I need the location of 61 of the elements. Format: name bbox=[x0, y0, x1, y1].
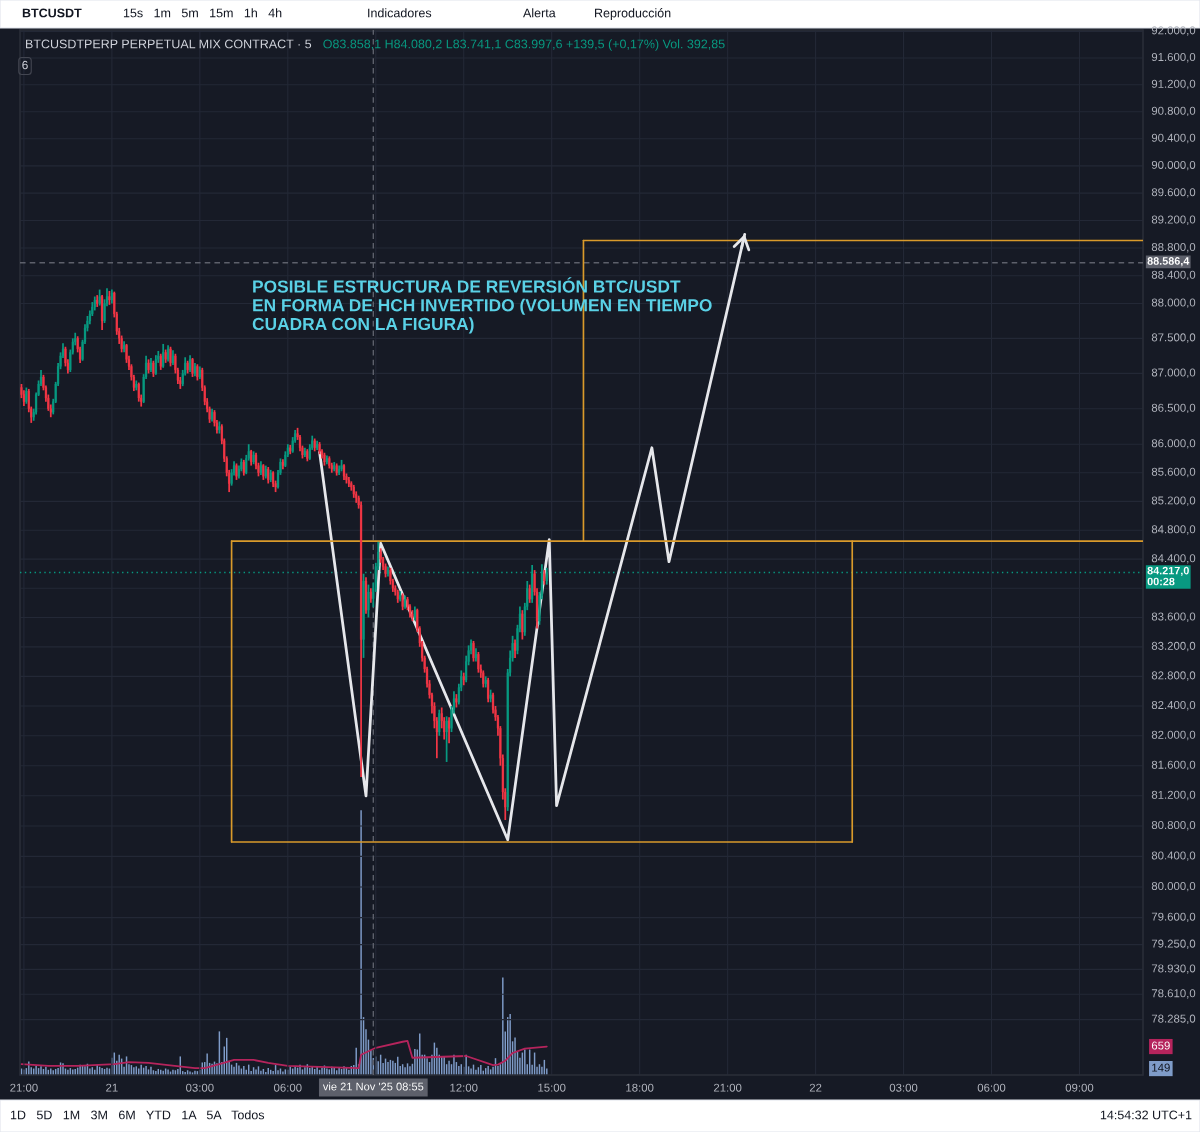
ref-line-label: vie 21 Nov '25 08:55 bbox=[322, 1082, 424, 1091]
x-tick-label: 06:00 bbox=[274, 1083, 302, 1092]
text: O83.858,1 H84.080,2 L83.741,1 C83.997,6 +139,5 (+0,17%) Vol. 392,85 bbox=[323, 39, 725, 51]
y-tick-label: 82.800,0 bbox=[1151, 671, 1196, 681]
x-tick-label: 18:00 bbox=[626, 1083, 654, 1092]
annotation: 6 bbox=[22, 60, 28, 70]
x-tick-label: 06:00 bbox=[977, 1083, 1006, 1092]
text: BTCUSDT bbox=[22, 8, 82, 18]
y-tick-label: 85.600,0 bbox=[1151, 467, 1196, 478]
text: Indicadores bbox=[368, 8, 432, 18]
y-tick-label: 86.000,0 bbox=[1151, 439, 1196, 449]
y-tick-label: 88.400,0 bbox=[1151, 270, 1196, 281]
y-tick-label: 81.200,0 bbox=[1151, 790, 1196, 801]
y-tick-label: 79.250,0 bbox=[1151, 939, 1196, 950]
x-tick-label: 12:00 bbox=[450, 1083, 478, 1092]
x-tick-label: 09:00 bbox=[1065, 1083, 1094, 1092]
y-tick-label: 80.400,0 bbox=[1151, 851, 1196, 861]
y-tick-label: 92.000,0 bbox=[1151, 26, 1196, 36]
text: 14:54:32 UTC+1 bbox=[1100, 1110, 1192, 1120]
ref-line-label: 84.217,0 00:28 bbox=[1147, 566, 1189, 586]
x-tick-label: 22 bbox=[809, 1083, 822, 1092]
y2-tick-label: 149 bbox=[1152, 1063, 1170, 1072]
x-tick-label: 15:00 bbox=[538, 1083, 566, 1092]
y-tick-label: 78.930,0 bbox=[1151, 964, 1196, 974]
y-tick-label: 90.800,0 bbox=[1151, 106, 1196, 117]
y-tick-label: 83.200,0 bbox=[1151, 641, 1196, 652]
y-tick-label: 85.200,0 bbox=[1151, 496, 1196, 506]
y-tick-label: 90.400,0 bbox=[1151, 133, 1196, 144]
text: 1D 5D 1M 3M 6M YTD 1A 5A Todos bbox=[10, 1110, 265, 1120]
x-tick-label: 21:00 bbox=[10, 1083, 38, 1092]
y-tick-label: 87.000,0 bbox=[1151, 368, 1196, 378]
x-tick-label: 03:00 bbox=[186, 1083, 214, 1092]
text: Alerta bbox=[523, 8, 556, 18]
text: Reproducción bbox=[595, 8, 671, 20]
x-tick-label: 21 bbox=[106, 1083, 118, 1092]
y-tick-label: 79.600,0 bbox=[1151, 912, 1196, 923]
y-tick-label: 89.600,0 bbox=[1151, 188, 1196, 198]
text: 15s 1m 5m 15m 1h 4h bbox=[123, 8, 282, 18]
y-tick-label: 81.600,0 bbox=[1151, 760, 1196, 771]
y-tick-label: 80.800,0 bbox=[1151, 821, 1196, 831]
y-tick-label: 86.500,0 bbox=[1151, 403, 1196, 414]
y-tick-label: 91.600,0 bbox=[1151, 53, 1196, 63]
text: BTCUSDTPERP PERPETUAL MIX CONTRACT · 5 bbox=[26, 39, 312, 49]
y-tick-label: 78.285,0 bbox=[1151, 1014, 1196, 1025]
y-tick-label: 82.000,0 bbox=[1151, 730, 1196, 741]
y-tick-label: 89.200,0 bbox=[1151, 215, 1196, 225]
y-tick-label: 91.200,0 bbox=[1151, 79, 1196, 90]
y-tick-label: 88.000,0 bbox=[1151, 298, 1196, 308]
y-tick-label: 84.400,0 bbox=[1151, 554, 1196, 564]
y2-tick-label: 659 bbox=[1151, 1041, 1170, 1050]
x-tick-label: 03:00 bbox=[889, 1083, 918, 1092]
y-tick-label: 90.000,0 bbox=[1151, 160, 1196, 171]
y-tick-label: 88.800,0 bbox=[1151, 243, 1196, 253]
x-tick-label: 21:00 bbox=[713, 1083, 742, 1092]
y-tick-label: 82.400,0 bbox=[1151, 700, 1196, 711]
ref-line-label: 88.586,4 bbox=[1147, 257, 1190, 267]
y-tick-label: 84.800,0 bbox=[1151, 525, 1196, 535]
y-tick-label: 83.600,0 bbox=[1151, 612, 1196, 622]
y-tick-label: 80.000,0 bbox=[1151, 881, 1196, 892]
y-tick-label: 78.610,0 bbox=[1151, 989, 1196, 999]
y-tick-label: 87.500,0 bbox=[1151, 333, 1196, 343]
